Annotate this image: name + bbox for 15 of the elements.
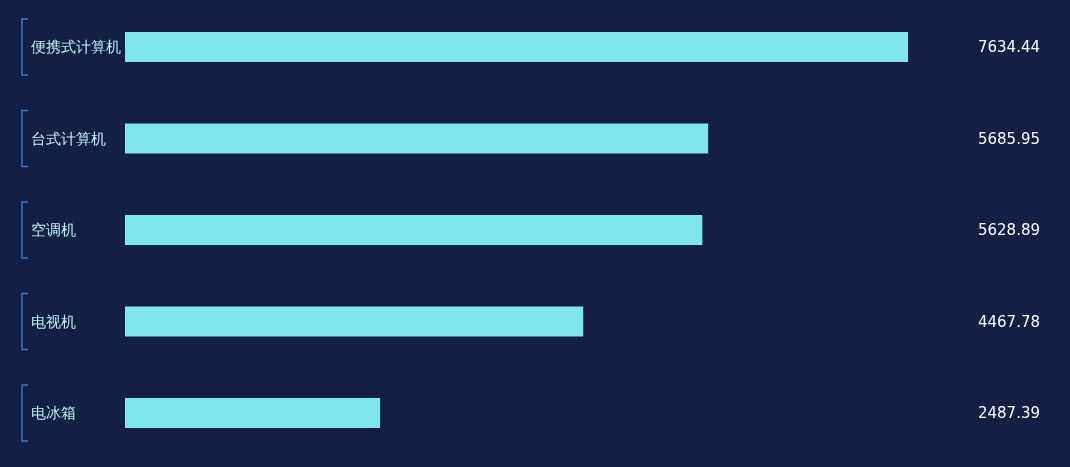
data-label: 5628.89 (977, 221, 1040, 239)
data-label: 4467.78 (977, 312, 1040, 331)
y-tick-label: 便携式计算机 (31, 38, 121, 56)
data-label: 7634.44 (977, 38, 1040, 56)
bar (125, 215, 703, 245)
bar (125, 398, 381, 428)
data-label: 5685.95 (977, 129, 1040, 148)
y-tick-label: 空调机 (31, 221, 76, 239)
bar (125, 123, 709, 154)
data-label: 2487.39 (977, 404, 1040, 422)
bar (125, 306, 584, 337)
y-tick-label: 台式计算机 (31, 129, 106, 148)
y-tick-label: 电视机 (31, 312, 76, 331)
y-tick-label: 电冰箱 (31, 404, 76, 422)
bar (125, 32, 908, 62)
